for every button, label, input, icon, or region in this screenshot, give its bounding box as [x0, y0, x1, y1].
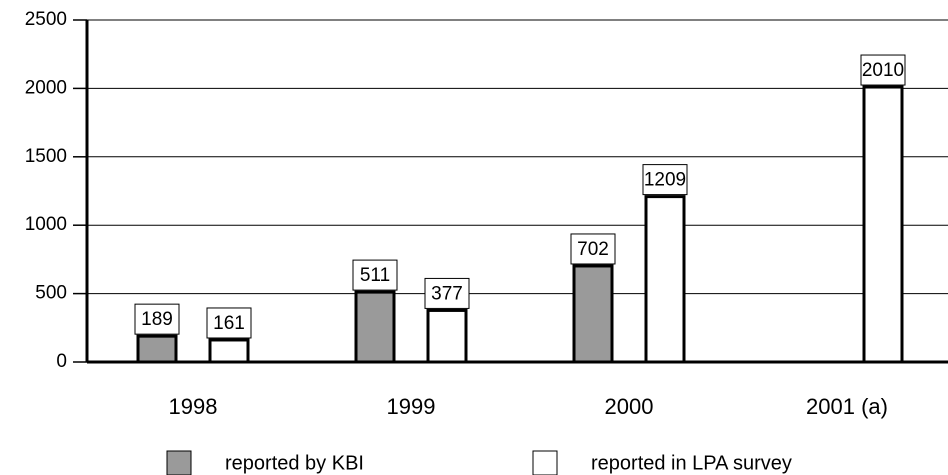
- legend-label: reported in LPA survey: [591, 452, 792, 474]
- value-label-box: [206, 307, 252, 339]
- value-label-box: [570, 233, 616, 265]
- x-tick-label: 2000: [605, 394, 654, 419]
- value-label: 702: [577, 239, 609, 260]
- y-tick-label: 2000: [25, 77, 67, 98]
- value-label-box: [860, 54, 906, 86]
- value-label: 2010: [862, 60, 904, 81]
- value-label: 511: [360, 265, 390, 286]
- value-label-box: [134, 303, 180, 335]
- legend-label: reported by KBI: [225, 452, 364, 474]
- y-tick-label: 500: [35, 283, 67, 304]
- bar: [426, 308, 468, 364]
- x-tick-label: 2001 (a): [806, 394, 888, 419]
- value-label: 377: [431, 283, 463, 304]
- y-tick-label: 1000: [25, 214, 67, 235]
- value-label: 1209: [644, 170, 686, 191]
- x-tick-label: 1999: [387, 394, 436, 419]
- bar: [644, 195, 686, 364]
- x-tick-label: 1998: [169, 394, 218, 419]
- y-tick-label: 0: [56, 351, 67, 372]
- value-label-box: [424, 277, 470, 309]
- bar: [572, 264, 614, 364]
- legend-swatch: [532, 450, 558, 475]
- y-tick-label: 1500: [25, 146, 67, 167]
- value-label: 189: [141, 309, 173, 330]
- y-tick-label: 2500: [25, 9, 67, 30]
- bar: [354, 290, 396, 364]
- bar: [208, 338, 250, 364]
- value-label: 161: [213, 313, 245, 334]
- value-label-box: [642, 164, 688, 196]
- bar: [862, 85, 904, 364]
- value-label-box: [352, 259, 398, 291]
- legend-swatch: [166, 450, 192, 475]
- bar: [136, 334, 178, 364]
